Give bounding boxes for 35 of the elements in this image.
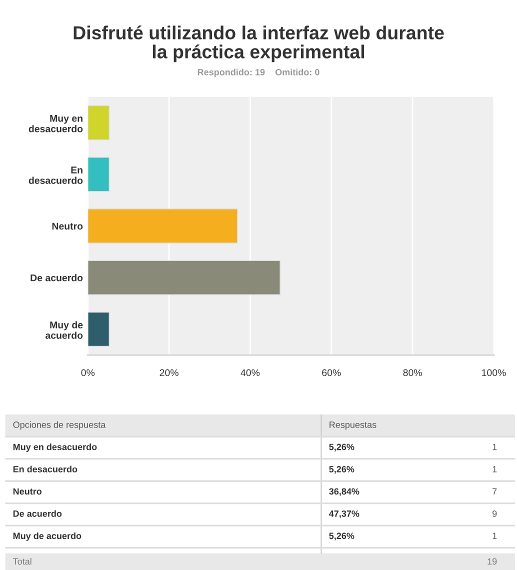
bar [88,156,110,192]
x-tick-label: 20% [160,369,178,376]
text: 9 [492,510,497,517]
text: Respuestas [330,422,376,430]
bar [88,105,110,140]
x-tick-label: 40% [240,369,260,376]
bar [88,260,281,296]
text: Total [13,558,32,565]
text: Neutro [13,488,42,495]
x-tick-label: 100% [482,369,506,376]
text: 19 [488,558,497,565]
text: 5,26% [329,532,354,540]
y-tick-label: De acuerdo [30,274,83,282]
y-tick-label: Neutro [52,222,83,230]
y-tick-label: Muy de acuerdo [45,321,83,339]
text: 1 [492,466,497,472]
y-tick-label: En desacuerdo [28,166,83,184]
text: 1 [492,532,497,539]
x-tick-label: 60% [322,369,341,376]
bar [88,208,238,244]
text: 47,37% [329,510,360,518]
bar [88,312,110,347]
text: 7 [492,488,497,495]
x-tick-label: 0% [81,369,95,376]
x-tick-label: 80% [403,369,422,376]
chart-subtitle: Respondido: 19 Omitido: 0 [198,68,320,78]
text: De acuerdo [13,510,62,517]
text: 5,26% [329,444,354,452]
text: 36,84% [329,488,360,496]
text: 1 [492,444,497,450]
chart-title: Disfruté utilizando la interfaz web durante la práctica experimental [74,25,444,62]
y-tick-label: Muy en desacuerdo [28,115,83,132]
text: En desacuerdo [13,466,78,472]
text: Opciones de respuesta [13,421,106,430]
text: 5,26% [329,466,354,474]
